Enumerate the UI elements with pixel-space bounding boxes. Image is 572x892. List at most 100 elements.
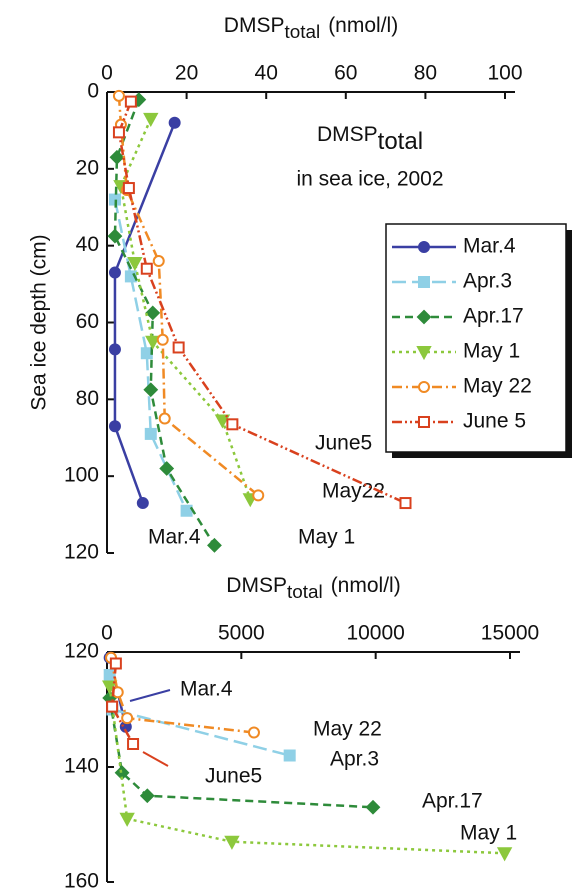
marker [152, 255, 165, 268]
marker [399, 497, 412, 510]
marker [106, 700, 119, 713]
curve-label: May 1 [460, 822, 517, 845]
legend-label: Apr.17 [463, 305, 524, 328]
x-tick-label: 20 [175, 62, 198, 85]
series-line [113, 199, 188, 512]
series-line [113, 99, 216, 546]
marker [224, 835, 240, 850]
annotation-sub: total [378, 128, 423, 155]
marker [140, 347, 153, 360]
marker [124, 95, 137, 108]
series-line [119, 118, 252, 500]
title-main: DMSP [224, 14, 285, 37]
marker [180, 504, 193, 517]
title-sub: total [287, 582, 323, 603]
marker [158, 412, 171, 425]
y-tick-label: 100 [64, 464, 99, 487]
marker [283, 749, 296, 762]
marker [107, 228, 123, 244]
x-axis-title: DMSPtotal (nmol/l) [226, 574, 400, 603]
series-line [108, 697, 374, 809]
x-tick-label: 40 [255, 62, 278, 85]
series-line [108, 686, 505, 855]
marker [214, 414, 231, 429]
title-unit: (nmol/l) [331, 574, 401, 597]
x-tick-label: 0 [101, 62, 113, 85]
legend-label: Apr.3 [463, 270, 512, 293]
marker [226, 418, 239, 431]
annotation-main: DMSP [317, 123, 378, 146]
x-tick-label: 80 [414, 62, 437, 85]
y-tick-label: 120 [64, 541, 99, 564]
marker [121, 712, 134, 725]
series-line [109, 657, 255, 734]
x-tick-label: 5000 [218, 622, 265, 645]
y-tick-label: 60 [76, 310, 99, 333]
title-unit: (nmol/l) [328, 14, 398, 37]
curve-label: Apr.17 [422, 790, 483, 813]
y-tick-label: 80 [76, 387, 99, 410]
curve-label: Mar.4 [180, 678, 233, 701]
x-tick-label: 15000 [481, 622, 539, 645]
x-tick-label: 100 [487, 62, 522, 85]
curve-label: May 1 [298, 526, 355, 549]
title-sub: total [284, 22, 320, 43]
title-main: DMSP [226, 574, 287, 597]
marker [156, 333, 169, 346]
legend-marker [416, 346, 432, 361]
marker [247, 726, 260, 739]
y-tick-label: 140 [64, 755, 99, 778]
marker [207, 537, 222, 553]
legend-marker [416, 309, 432, 325]
marker [119, 812, 135, 827]
legend-marker [418, 276, 430, 288]
marker [139, 788, 155, 804]
annotation: in sea ice, 2002 [296, 168, 443, 191]
marker [108, 343, 121, 356]
legend-label: May 22 [463, 375, 532, 398]
marker [143, 382, 159, 398]
marker [140, 262, 153, 275]
marker [122, 182, 135, 195]
curve-label: Apr.3 [330, 748, 379, 771]
y-tick-label: 120 [64, 640, 99, 663]
curve-label: June5 [315, 432, 372, 455]
arrow [129, 689, 171, 702]
marker [365, 799, 381, 815]
marker [172, 341, 185, 354]
marker [103, 669, 116, 681]
legend-label: Mar.4 [463, 235, 516, 258]
marker [145, 305, 161, 321]
curve-label: June5 [205, 765, 262, 788]
marker [108, 420, 121, 433]
curve-label: Mar.4 [148, 526, 201, 549]
y-tick-label: 20 [76, 156, 99, 179]
legend [385, 223, 567, 453]
series-line [117, 95, 260, 497]
x-tick-label: 10000 [346, 622, 404, 645]
marker [109, 149, 125, 165]
curve-label: May22 [322, 480, 385, 503]
marker [145, 335, 161, 350]
marker [112, 126, 125, 139]
marker [127, 256, 143, 272]
marker [159, 461, 175, 476]
x-tick-label: 60 [334, 62, 357, 85]
y-tick-label: 40 [76, 233, 99, 256]
legend-marker [418, 381, 430, 393]
series-line [110, 663, 135, 745]
marker [496, 847, 513, 862]
legend-marker [418, 416, 430, 428]
marker [108, 266, 121, 279]
marker [252, 489, 265, 502]
marker [143, 112, 159, 127]
y-tick-label: 0 [87, 80, 99, 103]
marker [144, 427, 157, 440]
y-tick-label: 160 [64, 870, 99, 892]
legend-label: May 1 [463, 340, 520, 363]
x-axis-title: DMSPtotal (nmol/l) [224, 14, 398, 43]
marker [109, 657, 122, 670]
legend-label: June 5 [463, 410, 526, 433]
legend-marker [418, 241, 430, 253]
